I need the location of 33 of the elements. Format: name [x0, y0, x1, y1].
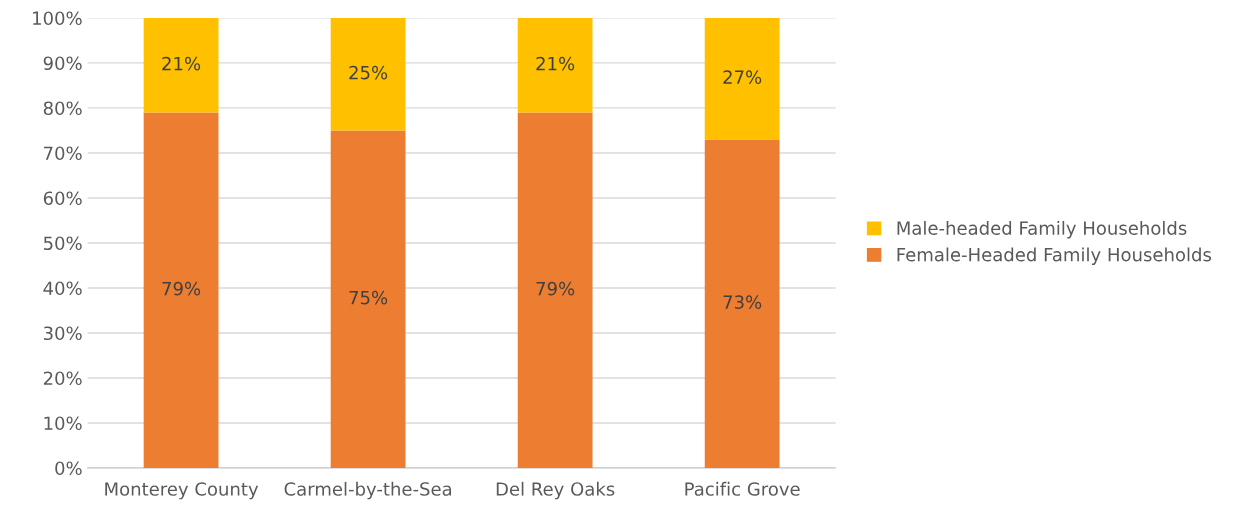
y-tick-label: 50%	[43, 236, 82, 251]
y-tick-label: 90%	[43, 56, 82, 71]
data-label: 75%	[349, 290, 388, 305]
x-tick-label: Del Rey Oaks	[496, 481, 615, 500]
bar	[330, 17, 406, 131]
x-tick-label: Carmel-by-the-Sea	[284, 481, 452, 500]
data-label: 21%	[536, 56, 575, 71]
y-tick-label: 60%	[43, 191, 82, 206]
data-label: 73%	[723, 295, 762, 309]
y-tick-label: 0%	[55, 461, 82, 476]
data-label: 79%	[536, 281, 575, 296]
y-tick-label: 40%	[43, 281, 82, 296]
y-tick-label: 80%	[43, 101, 82, 116]
y-tick-label: 20%	[43, 371, 82, 386]
bar	[704, 17, 780, 140]
y-tick-label: 70%	[44, 146, 82, 161]
bar	[143, 112, 219, 468]
bar	[517, 112, 593, 468]
bar	[517, 17, 593, 113]
data-label: 21%	[162, 56, 201, 71]
x-tick-label: Monterey County	[105, 482, 259, 500]
data-label: 79%	[162, 281, 201, 296]
bar	[330, 130, 406, 468]
legend-label: Male-headed Family Households	[897, 220, 1187, 239]
legend-label: Female-Headed Family Households	[897, 247, 1212, 265]
data-label: 27%	[723, 70, 762, 84]
data-label: 25%	[349, 65, 388, 80]
y-tick-label: 100%	[33, 11, 82, 26]
x-tick-label: Pacific Grove	[685, 481, 800, 496]
bar	[704, 139, 780, 468]
y-tick-label: 10%	[44, 416, 82, 431]
bar	[143, 17, 219, 113]
y-tick-label: 30%	[43, 326, 82, 341]
